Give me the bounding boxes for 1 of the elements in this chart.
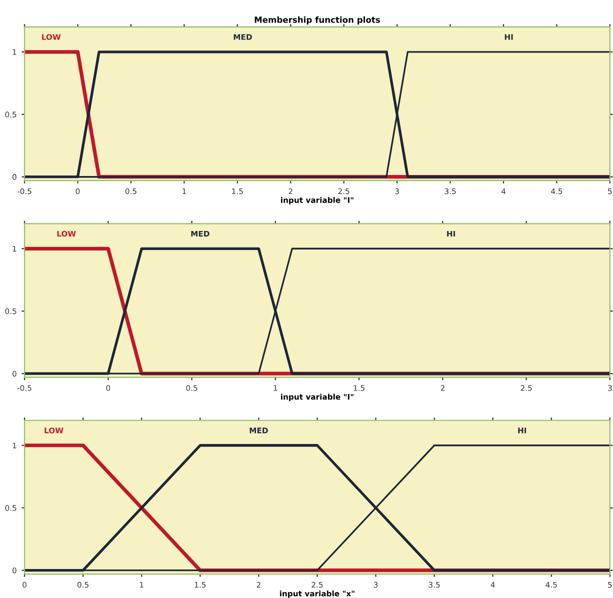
chart-title: Membership function plots: [254, 16, 380, 24]
